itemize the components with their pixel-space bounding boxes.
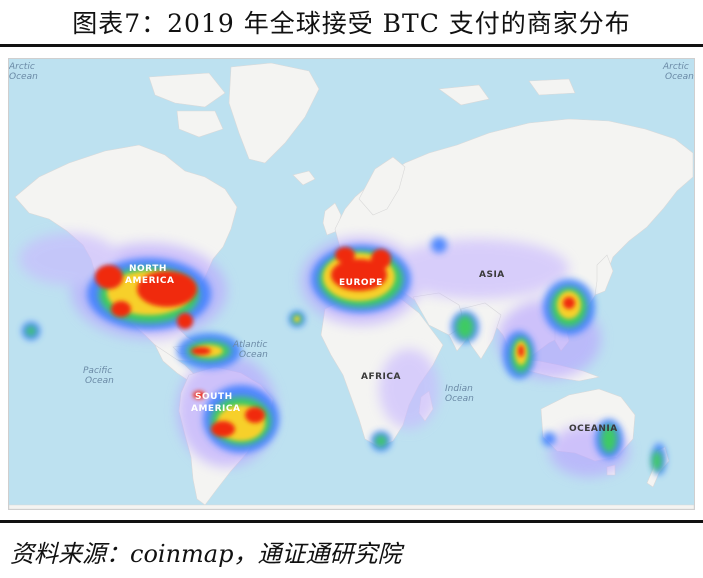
label-pacific-2: Ocean bbox=[85, 376, 114, 386]
label-north-america-1: NORTH bbox=[129, 264, 167, 274]
label-europe: EUROPE bbox=[339, 278, 383, 288]
label-asia: ASIA bbox=[479, 270, 505, 280]
label-oceania: OCEANIA bbox=[569, 424, 618, 434]
label-arctic-right-1: Arctic bbox=[662, 62, 689, 72]
label-south-america-1: SOUTH bbox=[195, 392, 233, 402]
label-africa: AFRICA bbox=[361, 372, 401, 382]
label-north-america-2: AMERICA bbox=[125, 276, 174, 286]
japan bbox=[594, 254, 614, 296]
source-note: 资料来源：coinmap，通证通研究院 bbox=[10, 540, 402, 568]
label-arctic-left-1: Arctic bbox=[9, 62, 35, 72]
antarctica-edge bbox=[9, 504, 694, 509]
label-arctic-left-2: Ocean bbox=[9, 72, 38, 82]
arctic-islands-russia bbox=[438, 84, 490, 106]
iceland bbox=[292, 170, 316, 186]
arctic-islands-america bbox=[148, 72, 226, 108]
scandinavia bbox=[358, 156, 406, 216]
heat-red bbox=[95, 247, 575, 437]
label-indian-2: Ocean bbox=[445, 394, 474, 404]
figure-title: 图表7：2019 年全球接受 BTC 支付的商家分布 bbox=[72, 9, 631, 38]
arctic-islands-america-2 bbox=[176, 110, 224, 138]
label-pacific-1: Pacific bbox=[83, 366, 112, 376]
label-arctic-right-2: Ocean bbox=[665, 72, 694, 82]
map-labels: NORTH AMERICA SOUTH AMERICA EUROPE ASIA … bbox=[9, 62, 694, 434]
label-atlantic-2: Ocean bbox=[239, 350, 268, 360]
label-atlantic-1: Atlantic bbox=[232, 340, 267, 350]
top-rule bbox=[0, 44, 703, 47]
bottom-rule bbox=[0, 520, 703, 523]
greenland bbox=[228, 62, 320, 164]
merchant-heatmap[interactable]: NORTH AMERICA SOUTH AMERICA EUROPE ASIA … bbox=[8, 58, 695, 510]
label-south-america-2: AMERICA bbox=[191, 404, 240, 414]
label-indian-1: Indian bbox=[445, 384, 473, 394]
arctic-islands-russia-2 bbox=[528, 78, 576, 96]
